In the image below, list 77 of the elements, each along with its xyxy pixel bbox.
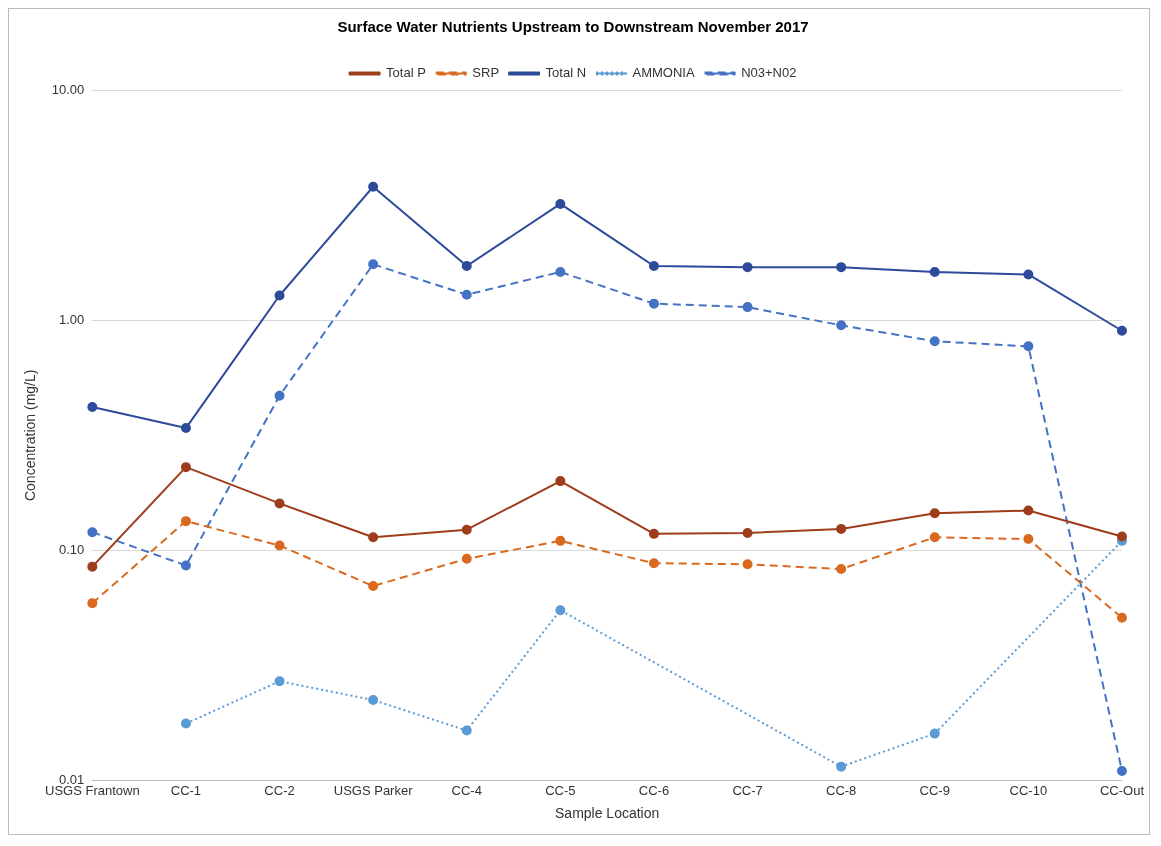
legend-label: AMMONIA (632, 65, 695, 81)
point (461, 260, 472, 271)
point (368, 694, 379, 705)
point (274, 290, 285, 301)
point (648, 260, 659, 271)
point (87, 561, 98, 572)
point (87, 527, 98, 538)
point (929, 508, 940, 519)
x-tick-label: CC-2 (264, 782, 295, 798)
point (648, 298, 659, 309)
point (1023, 534, 1034, 545)
point (180, 423, 191, 434)
x-tick-label: CC-Out (1099, 782, 1145, 798)
point (1023, 341, 1034, 352)
point (368, 532, 379, 543)
x-tick-label: CC-9 (919, 782, 950, 798)
point (1116, 325, 1127, 336)
point (555, 605, 566, 616)
point (836, 523, 847, 534)
point (274, 540, 285, 551)
x-tick-label: CC-6 (638, 782, 670, 798)
point (836, 262, 847, 273)
point (461, 725, 472, 736)
point (180, 462, 191, 473)
x-tick-label: CC-7 (732, 782, 763, 798)
x-tick-label: CC-8 (825, 782, 857, 798)
point (929, 532, 940, 543)
point (180, 516, 191, 527)
point (742, 559, 753, 570)
point (274, 390, 285, 401)
point (742, 262, 753, 273)
y-tick-label: 0.10 (59, 541, 85, 557)
legend-label: SRP (472, 65, 500, 81)
point (1116, 612, 1127, 623)
point (87, 598, 98, 609)
point (461, 289, 472, 300)
x-tick-label: CC-1 (170, 782, 202, 798)
x-tick-label: CC-5 (545, 782, 576, 798)
point (180, 718, 191, 729)
point (368, 259, 379, 270)
y-axis-title: Concentration (mg/L) (22, 369, 39, 502)
x-tick-label: USGS Parker (333, 782, 414, 798)
point (929, 336, 940, 347)
point (180, 560, 191, 571)
legend-label: Total N (545, 65, 587, 81)
legend-label: Total P (386, 65, 426, 81)
point (274, 498, 285, 509)
y-tick-label: 1.00 (59, 311, 85, 327)
point (929, 728, 940, 739)
point (836, 320, 847, 331)
x-tick-label: CC-10 (1009, 782, 1048, 798)
point (1116, 531, 1127, 542)
point (87, 401, 98, 412)
point (742, 302, 753, 313)
point (929, 266, 940, 277)
point (555, 198, 566, 209)
x-axis-title: Sample Location (555, 805, 660, 822)
legend-label: N03+N02 (741, 65, 797, 81)
y-tick-label: 10.00 (51, 81, 85, 97)
point (1023, 505, 1034, 516)
point (274, 676, 285, 687)
point (461, 553, 472, 564)
point (648, 558, 659, 569)
point (461, 524, 472, 535)
chart-title: Surface Water Nutrients Upstream to Downstream November 2017 (337, 18, 809, 36)
x-tick-label: CC-4 (451, 782, 482, 798)
point (368, 581, 379, 592)
point (555, 266, 566, 277)
point (555, 476, 566, 487)
point (836, 564, 847, 575)
point (836, 761, 847, 772)
point (1023, 269, 1034, 280)
point (742, 528, 753, 539)
point (368, 181, 379, 192)
point (648, 528, 659, 539)
point (555, 535, 566, 546)
point (1116, 766, 1127, 777)
